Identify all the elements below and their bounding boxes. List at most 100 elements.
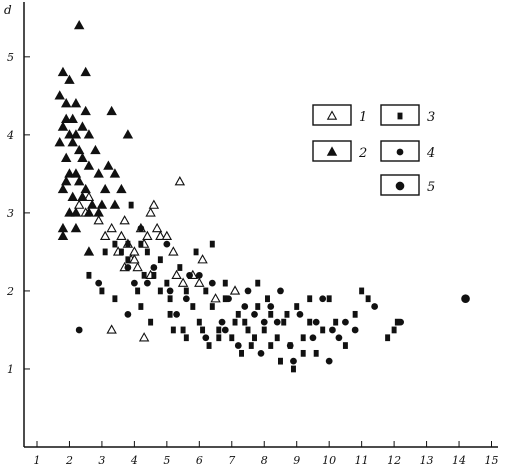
x-tick-label: 15 (485, 454, 499, 467)
data-point-series-3 (148, 318, 154, 326)
data-point-series-4 (182, 295, 190, 303)
data-point-series-2 (70, 207, 82, 217)
data-point-series-4 (260, 318, 268, 326)
data-point-series-1 (210, 293, 221, 303)
data-point-series-3 (274, 334, 280, 342)
x-tick-group: 1 2 3 4 5 6 7 8 9 10 11 12 13 14 15 (33, 441, 499, 467)
data-point-series-2 (67, 137, 78, 147)
data-point-series-3 (112, 240, 118, 248)
data-point-series-1 (83, 191, 95, 201)
data-point-series-3 (333, 318, 339, 326)
data-point-series-3 (248, 342, 254, 349)
data-point-series-3 (180, 326, 186, 334)
data-point-series-4 (267, 303, 275, 310)
data-point-series-3 (141, 271, 147, 279)
data-point-series-1 (138, 332, 150, 342)
data-point-series-3 (86, 271, 92, 279)
data-point-series-4 (225, 295, 232, 303)
data-point-series-3 (125, 240, 131, 248)
y-tick-group: 1 2 3 4 5 (6, 51, 30, 376)
data-point-series-1 (171, 269, 182, 280)
data-point-series-2 (80, 183, 91, 194)
data-point-series-4 (241, 303, 249, 310)
y-tick-label: 4 (6, 129, 14, 142)
data-point-series-1 (229, 285, 241, 295)
data-point-series-3 (391, 326, 397, 334)
data-point-series-3 (242, 318, 248, 326)
data-points (54, 19, 470, 373)
data-point-series-2 (73, 19, 85, 30)
x-tick-label: 4 (130, 454, 138, 467)
data-point-series-4 (218, 318, 226, 326)
data-point-series-2 (77, 152, 88, 162)
data-point-series-3 (300, 349, 306, 357)
data-point-series-4 (296, 310, 304, 318)
legend-item-1: 1 (312, 104, 367, 126)
data-point-series-3 (313, 349, 319, 357)
data-point-series-4 (163, 240, 171, 248)
legend-marker-2 (326, 146, 338, 156)
data-point-series-4 (351, 326, 359, 334)
data-point-series-3 (307, 318, 313, 326)
data-point-series-2 (83, 129, 95, 139)
data-point-series-4 (277, 287, 284, 295)
x-tick-label: 3 (98, 454, 105, 467)
data-point-series-2 (83, 207, 95, 217)
data-point-series-2 (86, 199, 98, 209)
data-point-series-3 (138, 240, 144, 248)
data-point-series-4 (143, 279, 151, 287)
data-point-series-2 (70, 98, 82, 108)
data-point-series-3 (167, 295, 173, 303)
legend-item-4: 4 (380, 140, 435, 162)
data-point-series-5 (461, 294, 470, 304)
data-point-series-1 (132, 261, 143, 272)
x-tick-label: 14 (452, 454, 466, 467)
data-point-series-2 (57, 121, 69, 131)
data-point-series-2 (64, 129, 75, 139)
data-point-series-3 (290, 365, 296, 373)
data-point-series-2 (109, 199, 121, 209)
x-tick-label: 10 (322, 454, 336, 467)
data-point-series-4 (319, 295, 327, 303)
data-point-series-1 (161, 230, 173, 241)
data-point-series-3 (216, 326, 222, 334)
legend-item-2: 2 (312, 140, 367, 162)
data-point-series-3 (157, 256, 163, 264)
data-point-series-2 (73, 144, 85, 155)
data-point-series-2 (60, 176, 72, 186)
data-point-series-1 (99, 230, 111, 241)
data-point-series-1 (145, 207, 156, 217)
data-point-series-3 (125, 256, 131, 264)
data-point-series-4 (335, 334, 343, 342)
data-point-series-3 (268, 310, 274, 318)
data-point-series-1 (197, 254, 208, 264)
x-tick-label: 9 (293, 454, 300, 467)
legend-marker-1 (326, 110, 338, 120)
data-point-series-3 (261, 326, 267, 334)
data-point-series-4 (150, 264, 158, 271)
data-point-series-4 (329, 326, 336, 334)
data-point-series-2 (99, 183, 111, 194)
data-point-series-1 (194, 277, 205, 287)
data-point-series-3 (385, 334, 391, 342)
data-point-series-2 (57, 222, 69, 233)
legend-label: 5 (427, 180, 435, 195)
data-point-series-4 (124, 264, 132, 271)
x-tick-label: 11 (355, 454, 369, 467)
data-point-series-3 (229, 334, 235, 342)
data-point-series-2 (60, 98, 72, 108)
data-point-series-3 (206, 342, 212, 349)
data-point-series-1 (142, 230, 153, 241)
data-point-series-3 (102, 248, 108, 256)
data-point-series-2 (83, 246, 95, 256)
data-point-series-2 (70, 129, 82, 139)
data-point-series-4 (244, 287, 252, 295)
data-point-series-3 (157, 287, 163, 295)
data-point-series-4 (312, 318, 320, 326)
data-point-series-1 (177, 277, 189, 287)
legend-item-5: 5 (380, 174, 435, 196)
data-point-series-4 (371, 303, 379, 310)
data-point-series-2 (54, 90, 65, 100)
data-point-series-4 (137, 225, 145, 232)
